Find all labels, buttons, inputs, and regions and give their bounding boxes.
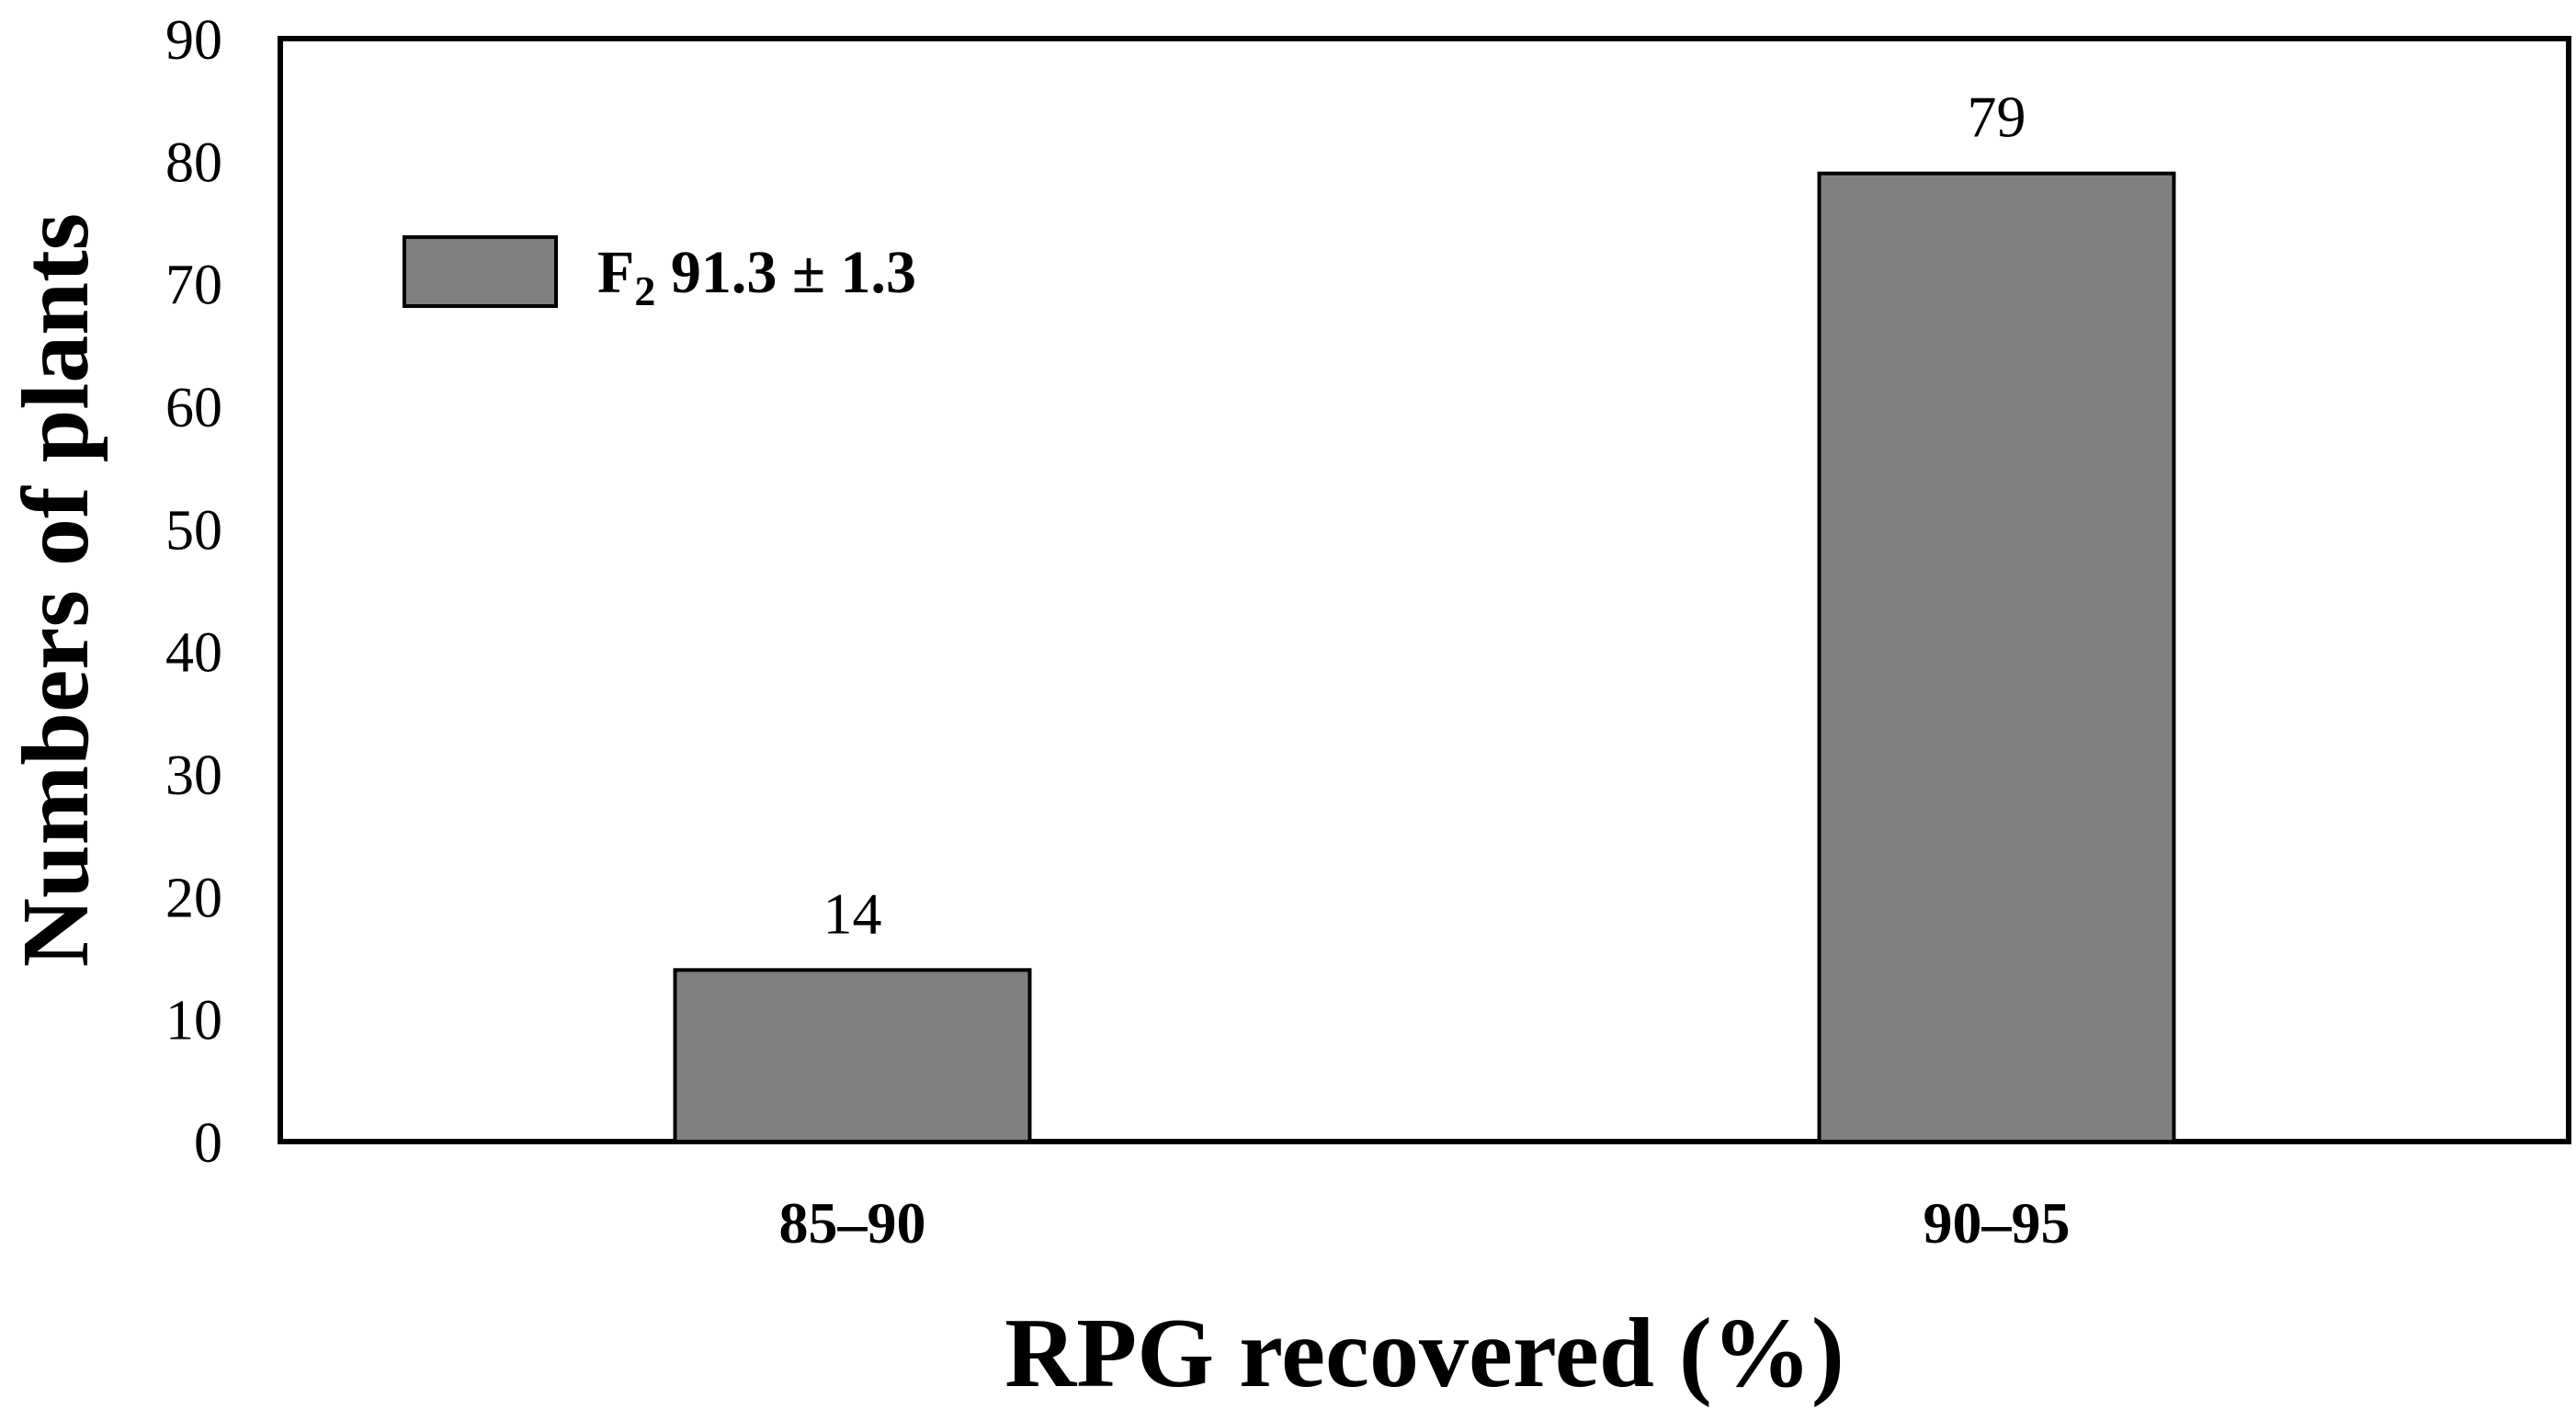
y-tick-label: 80 xyxy=(165,131,222,194)
legend-label: F2 91.3 ± 1.3 xyxy=(597,239,916,314)
bar-value-label: 14 xyxy=(823,881,882,946)
y-tick-label: 90 xyxy=(165,9,222,72)
bar-value-label: 79 xyxy=(1968,85,2026,150)
y-tick-label: 20 xyxy=(165,867,222,929)
bar xyxy=(1817,171,2176,1144)
bar xyxy=(673,968,1032,1144)
y-tick-label: 60 xyxy=(165,377,222,439)
y-tick-label: 30 xyxy=(165,745,222,807)
y-tick-label: 0 xyxy=(194,1112,222,1175)
legend-label-main: F xyxy=(597,239,634,306)
legend-label-subscript: 2 xyxy=(634,267,655,314)
y-tick-label: 10 xyxy=(165,990,222,1052)
x-axis-tick-labels: 85–90 90–95 xyxy=(779,1190,2071,1256)
y-axis-ticks: 0 10 20 30 40 50 60 70 80 90 xyxy=(165,9,222,1175)
legend-swatch xyxy=(403,235,558,308)
y-tick-label: 50 xyxy=(165,499,222,562)
bars xyxy=(673,171,2176,1144)
x-tick-label: 90–95 xyxy=(1923,1190,2071,1256)
data-labels: 14 79 xyxy=(823,85,2026,947)
y-axis-title: Numbers of plants xyxy=(3,213,108,968)
legend-label-rest: 91.3 ± 1.3 xyxy=(655,239,916,306)
x-tick-label: 85–90 xyxy=(779,1190,926,1256)
legend: F2 91.3 ± 1.3 xyxy=(403,235,916,314)
plot-area xyxy=(278,36,2571,1144)
y-tick-label: 70 xyxy=(165,255,222,317)
y-tick-label: 40 xyxy=(165,622,222,685)
x-axis-title: RPG recovered (%) xyxy=(1004,1299,1844,1408)
